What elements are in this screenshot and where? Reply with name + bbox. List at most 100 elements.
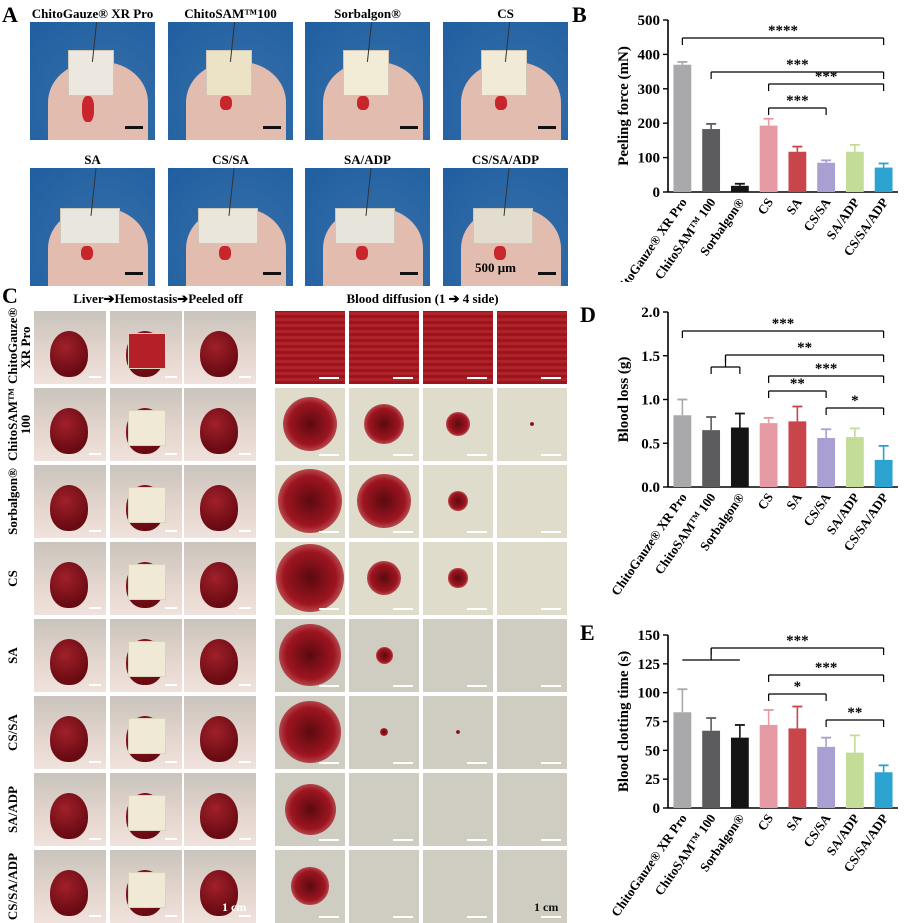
panel-c-liver-photo xyxy=(110,619,182,692)
panel-a-scale-bar xyxy=(263,272,281,275)
significance-label: *** xyxy=(786,93,809,109)
panel-c-liver-photo xyxy=(110,388,182,461)
panel-c-row-label: CS/SA/ADP xyxy=(5,852,20,921)
y-axis-label: Blood loss (g) xyxy=(616,357,632,443)
panel-a-caption: CS/SA/ADP xyxy=(471,152,540,167)
panel-c-liver-photo xyxy=(184,542,256,615)
panel-c-row-label: CS xyxy=(5,570,20,587)
panel-a-scale-bar xyxy=(125,272,143,275)
panel-d-letter: D xyxy=(580,302,596,327)
panel-c-diffusion-photo xyxy=(275,696,345,769)
panel-c-liver-photo xyxy=(110,542,182,615)
panel-c-scale-left: 1 cm xyxy=(222,900,247,914)
panel-a-scale-bar xyxy=(263,126,281,129)
significance-label: **** xyxy=(768,23,798,39)
y-tick-label: 400 xyxy=(638,47,661,63)
bar xyxy=(845,752,864,808)
panel-a-scale-bar xyxy=(538,272,556,275)
significance-label: ** xyxy=(797,340,812,356)
panel-c-diffusion-photo xyxy=(349,465,419,538)
panel-c-row-label: SA xyxy=(5,647,20,664)
panel-c-diffusion-photo xyxy=(423,619,493,692)
panel-c-row-label: ChitoSAM™ 100 xyxy=(5,388,33,461)
bar xyxy=(874,167,893,192)
panel-e-letter: E xyxy=(580,620,595,645)
panel-c-diffusion-photo xyxy=(497,542,567,615)
panel-c-diffusion-photo xyxy=(349,773,419,846)
panel-a-letter: A xyxy=(2,2,18,27)
panel-c-liver-photo xyxy=(184,619,256,692)
bar xyxy=(702,129,721,192)
significance-label: *** xyxy=(772,316,795,332)
y-tick-label: 0.5 xyxy=(641,436,660,452)
bar xyxy=(817,162,836,192)
panel-c-diffusion-photo xyxy=(423,696,493,769)
panel-a-scale-bar xyxy=(538,126,556,129)
panel-c-liver-photo xyxy=(110,465,182,538)
bar xyxy=(845,437,864,487)
panel-c-diffusion-photo xyxy=(275,388,345,461)
panel-a-caption: CS xyxy=(497,6,514,21)
panel-c-diffusion-photo xyxy=(349,311,419,384)
y-tick-label: 150 xyxy=(638,628,661,644)
significance-label: ** xyxy=(847,705,862,721)
panel-a-photo xyxy=(30,22,155,140)
y-tick-label: 1.0 xyxy=(641,393,660,409)
panel-c-diffusion-photo xyxy=(275,773,345,846)
panel-c-diffusion-photo xyxy=(349,619,419,692)
significance-label: * xyxy=(794,679,802,695)
panel-c-diffusion-photo xyxy=(349,850,419,923)
x-tick-label: CS xyxy=(754,811,776,833)
bar xyxy=(817,746,836,808)
panel-c-diffusion-photo xyxy=(497,619,567,692)
y-tick-label: 0 xyxy=(653,801,661,817)
bar xyxy=(702,730,721,808)
panel-c-header-left: Liver➔Hemostasis➔Peeled off xyxy=(73,291,243,306)
bar xyxy=(702,430,721,487)
bar xyxy=(759,423,778,487)
panel-c-liver-photo xyxy=(34,542,106,615)
panel-c-liver-photo xyxy=(110,850,182,923)
panel-c-liver-photo xyxy=(184,773,256,846)
panel-c-liver-photo xyxy=(184,311,256,384)
panel-c-liver-photo xyxy=(184,465,256,538)
y-tick-label: 100 xyxy=(638,151,661,167)
panel-a-scale-bar xyxy=(400,272,418,275)
bar xyxy=(874,772,893,808)
bar xyxy=(673,415,692,487)
panel-a-caption: SA/ADP xyxy=(344,152,391,167)
panel-c-liver-photo xyxy=(34,619,106,692)
y-tick-label: 125 xyxy=(638,657,661,673)
y-tick-label: 2.0 xyxy=(641,305,660,321)
panel-c-diffusion-photo xyxy=(349,696,419,769)
y-tick-label: 500 xyxy=(638,13,661,29)
y-tick-label: 1.5 xyxy=(641,349,660,365)
panel-c-diffusion-photo xyxy=(275,619,345,692)
bar xyxy=(817,438,836,487)
panel-c-diffusion-photo xyxy=(497,773,567,846)
significance-label: *** xyxy=(786,57,809,73)
x-tick-label: SA xyxy=(783,811,805,834)
panel-a-scale-bar xyxy=(400,126,418,129)
bar xyxy=(673,712,692,808)
panel-a-scale-label: 500 μm xyxy=(475,260,516,275)
bar xyxy=(845,151,864,192)
panel-c-row-label: CS/SA xyxy=(5,714,20,751)
panel-a-photo xyxy=(168,22,293,140)
panel-a-photo xyxy=(30,168,155,286)
significance-label: *** xyxy=(786,633,809,649)
panel-c-diffusion-photo xyxy=(497,850,567,923)
panel-c-diffusion-photo xyxy=(423,773,493,846)
panel-c-header-right: Blood diffusion (1 ➔ 4 side) xyxy=(346,291,499,306)
bar xyxy=(788,151,807,192)
panel-c-liver-photo xyxy=(34,850,106,923)
bar xyxy=(730,427,749,487)
y-tick-label: 0 xyxy=(653,185,661,201)
panel-c-liver-photo xyxy=(184,696,256,769)
panel-c-letter: C xyxy=(2,283,18,308)
panel-c-diffusion-photo xyxy=(275,542,345,615)
bar xyxy=(874,459,893,487)
y-tick-label: 75 xyxy=(645,715,660,731)
panel-c-diffusion-photo xyxy=(275,465,345,538)
